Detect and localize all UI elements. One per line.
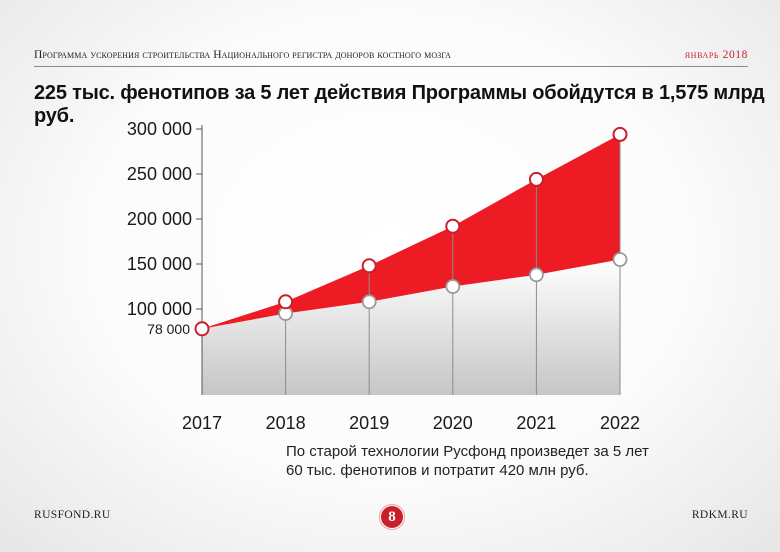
chart-note: По старой технологии Русфонд произведет … — [286, 442, 726, 480]
header-divider — [34, 66, 748, 67]
y-tick-label: 300 000 — [127, 119, 192, 139]
program-point — [278, 294, 294, 310]
old-technology-area — [202, 259, 620, 395]
program-point — [612, 126, 628, 142]
x-tick-label: 2019 — [349, 413, 389, 433]
footer-site-rusfond[interactable]: RUSFOND.RU — [34, 509, 111, 521]
y-tick-label: 100 000 — [127, 299, 192, 319]
header-date: январь 2018 — [684, 49, 748, 61]
program-point — [445, 218, 461, 234]
page-headline: 225 тыс. фенотипов за 5 лет действия Про… — [34, 82, 765, 127]
x-tick-label: 2017 — [182, 413, 222, 433]
old-technology-point — [529, 267, 544, 283]
header-title: Программа ускорения строительства Национ… — [34, 49, 452, 61]
y-tick-label: 200 000 — [127, 209, 192, 229]
old-technology-point — [361, 294, 377, 310]
y-tick-label: 250 000 — [127, 164, 192, 184]
x-tick-label: 2021 — [516, 413, 556, 433]
program-point — [361, 258, 377, 274]
start-value-label: 78 000 — [147, 321, 190, 337]
y-tick-label: 150 000 — [127, 254, 192, 274]
old-technology-point — [612, 252, 628, 267]
chart-note-line-1: По старой технологии Русфонд произведет … — [286, 443, 649, 460]
old-technology-point — [445, 279, 461, 294]
x-tick-label: 2018 — [266, 413, 306, 433]
chart-note-line-2: 60 тыс. фенотипов и потратит 420 млн руб… — [286, 462, 589, 479]
footer-site-rdkm[interactable]: RDKM.RU — [691, 509, 748, 521]
program-point — [194, 321, 210, 337]
x-tick-label: 2022 — [600, 413, 640, 433]
page-number-badge: 8 — [381, 506, 403, 528]
program-point — [528, 171, 544, 187]
x-tick-label: 2020 — [433, 413, 473, 433]
